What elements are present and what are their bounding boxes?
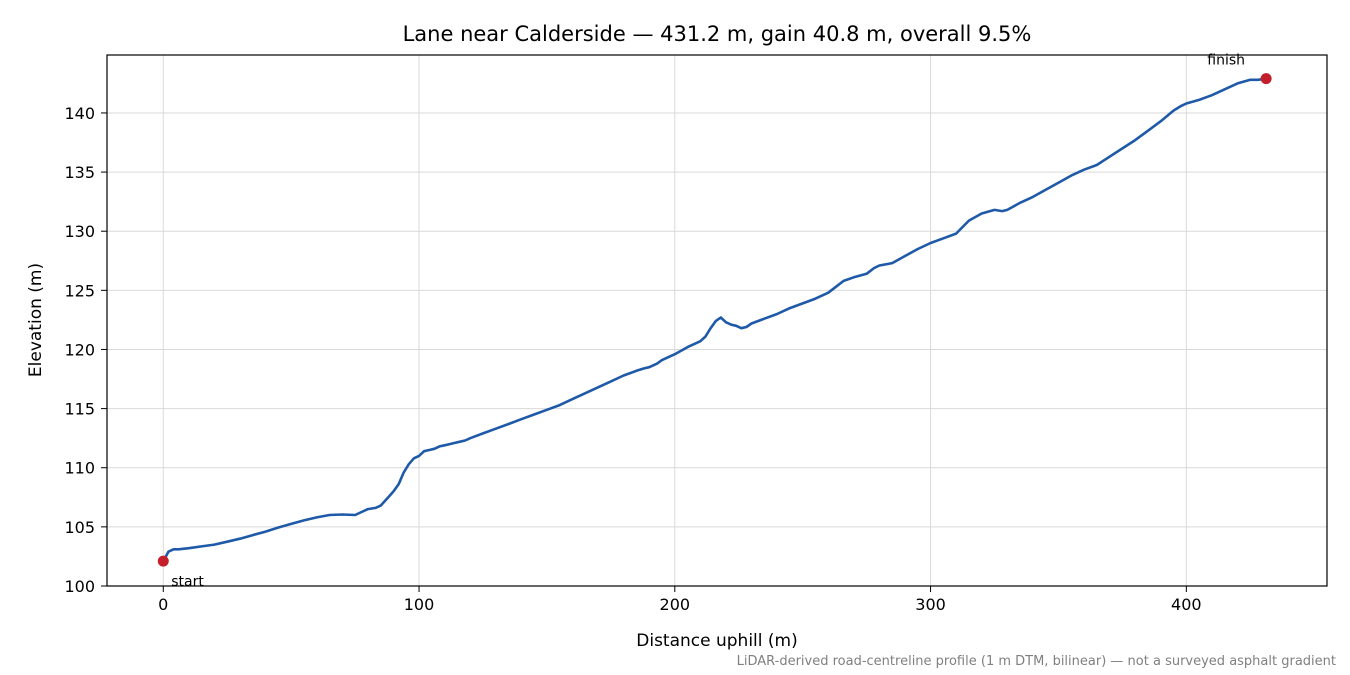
x-tick-label: 400 xyxy=(1171,595,1202,614)
y-tick-label: 125 xyxy=(64,281,95,300)
y-tick-label: 120 xyxy=(64,340,95,359)
x-tick-label: 200 xyxy=(660,595,691,614)
plot-frame xyxy=(106,54,1328,587)
chart-title: Lane near Calderside — 431.2 m, gain 40.… xyxy=(403,22,1032,46)
x-tick-label: 100 xyxy=(404,595,435,614)
x-tick-label: 300 xyxy=(915,595,946,614)
y-tick-label: 105 xyxy=(64,518,95,537)
finish-label: finish xyxy=(1207,53,1245,69)
x-tick-label: 0 xyxy=(158,595,168,614)
x-axis-label: Distance uphill (m) xyxy=(636,631,797,651)
y-tick-label: 115 xyxy=(64,400,95,419)
footnote: LiDAR-derived road-centreline profile (1… xyxy=(737,654,1336,669)
finish-marker xyxy=(1260,73,1272,85)
y-axis-label: Elevation (m) xyxy=(26,263,46,377)
y-tick-label: 110 xyxy=(64,459,95,478)
y-tick-label: 100 xyxy=(64,577,95,596)
elevation-series-line xyxy=(162,77,1268,563)
start-label: start xyxy=(171,574,204,590)
x-axis: 0 100 200 300 400 xyxy=(158,586,1202,614)
plot-series xyxy=(162,77,1268,563)
start-marker xyxy=(157,555,169,567)
y-axis: 100 105 110 115 120 125 130 135 140 xyxy=(64,104,107,596)
y-tick-label: 135 xyxy=(64,163,95,182)
y-tick-label: 140 xyxy=(64,104,95,123)
y-tick-label: 130 xyxy=(64,222,95,241)
